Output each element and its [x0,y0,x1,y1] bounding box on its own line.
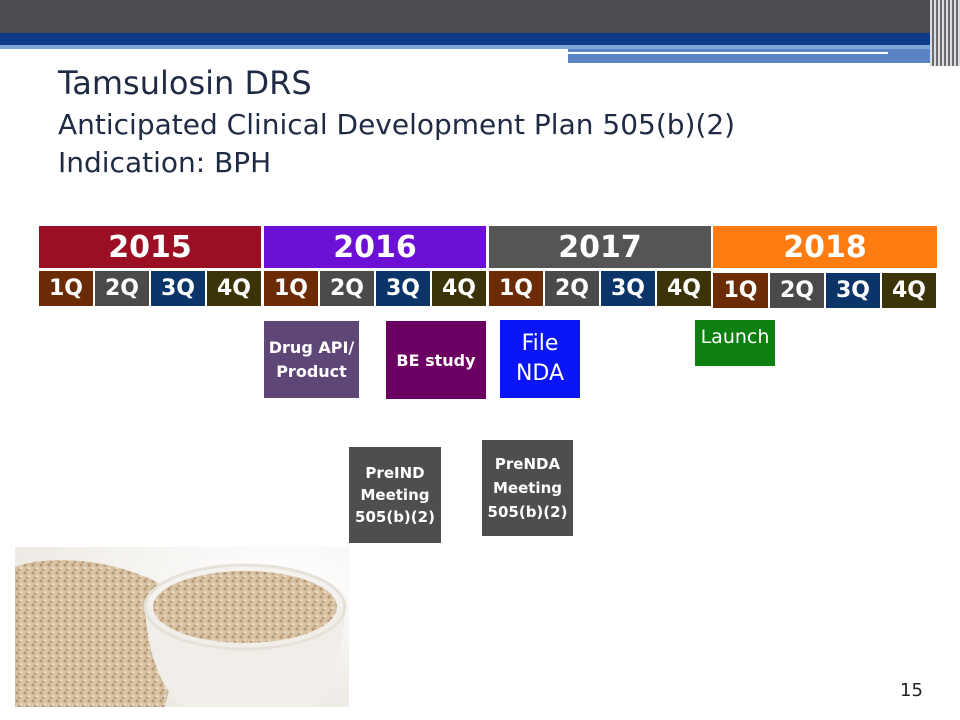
quarter-2017-2q: 2Q [545,271,601,306]
slide-indication: Indication: BPH [58,146,272,179]
milestone-prenda-line1: PreNDA [494,455,561,473]
quarter-2018-3q: 3Q [826,273,882,308]
year-2016: 2016 [264,226,486,268]
milestone-file-nda: File NDA [500,320,580,398]
milestone-drug-api-line1: Drug API/ [268,337,355,357]
milestone-preind-line2: Meeting [360,486,430,504]
milestone-drug-api-product: Drug API/ Product [264,321,359,398]
header-bar [0,0,960,33]
quarter-2017-4q: 4Q [657,271,713,306]
page-number: 15 [900,680,923,701]
milestone-file-nda-line1: File [521,331,559,356]
quarter-2017-1q: 1Q [489,271,545,306]
header-accent-line [568,52,888,54]
milestone-launch: Launch [695,320,775,366]
quarter-2016-4q: 4Q [432,271,488,306]
milestone-be-study: BE study [386,321,486,399]
year-2017: 2017 [489,226,711,268]
milestone-prenda-line2: Meeting [492,479,562,497]
quarter-2015-2q: 2Q [95,271,151,306]
milestone-file-nda-line2: NDA [515,361,565,386]
milestone-be-study-label: BE study [396,350,476,370]
milestone-prenda-line3: 505(b)(2) [487,503,568,521]
slide-title: Tamsulosin DRS [58,64,312,102]
quarter-2015-4q: 4Q [207,271,263,306]
milestone-drug-api-line2: Product [276,361,347,381]
quarter-2015-1q: 1Q [39,271,95,306]
header-blue-band [0,33,960,45]
quarter-2016-3q: 3Q [376,271,432,306]
slide-subtitle: Anticipated Clinical Development Plan 50… [58,108,736,141]
quarter-2016-1q: 1Q [264,271,320,306]
milestone-preind-line3: 505(b)(2) [355,508,435,526]
header-light-band [0,45,960,49]
year-2015: 2015 [39,226,261,268]
milestone-preind-meeting: PreIND Meeting 505(b)(2) [349,447,441,543]
quarter-2016-2q: 2Q [320,271,376,306]
milestone-preind-line1: PreIND [365,464,425,482]
header-stripes [930,0,960,66]
year-2018: 2018 [713,226,937,268]
quarter-2018-2q: 2Q [770,273,826,308]
bran-photo-svg [15,547,349,707]
milestone-prenda-meeting: PreNDA Meeting 505(b)(2) [482,440,573,536]
wheat-bran-bowl-photo [15,547,349,707]
milestone-launch-label: Launch [700,326,770,348]
quarter-2015-3q: 3Q [151,271,207,306]
quarter-2017-3q: 3Q [601,271,657,306]
quarter-2018-4q: 4Q [882,273,938,308]
quarter-2018-1q: 1Q [713,273,770,308]
